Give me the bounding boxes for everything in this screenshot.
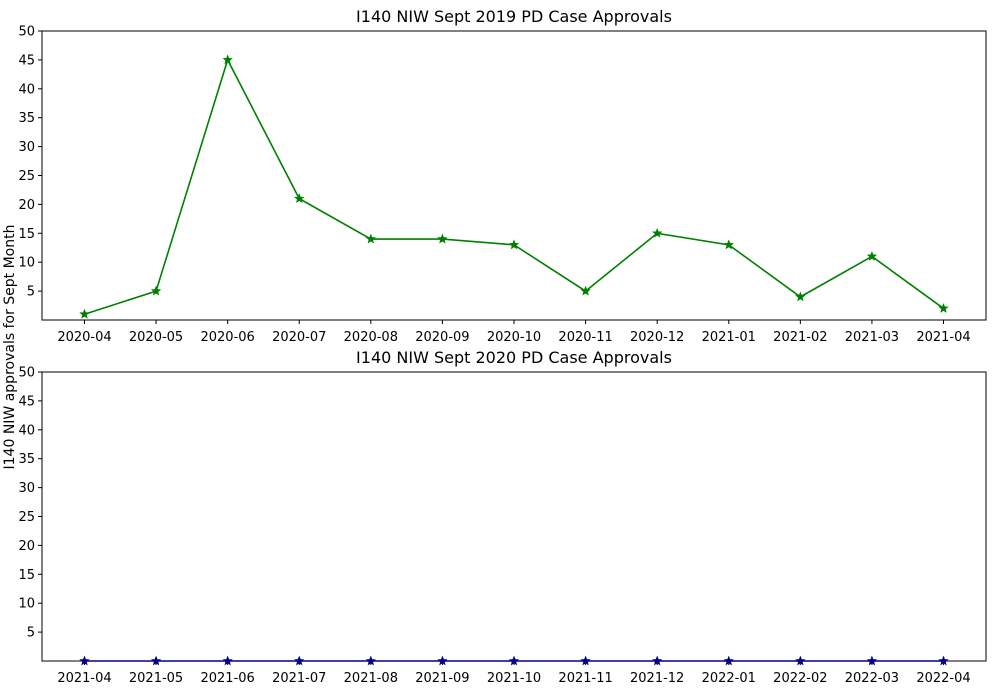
x-tick-label: 2021-05 <box>129 671 183 686</box>
data-point-star-marker <box>938 655 949 666</box>
data-point-star-marker <box>580 285 591 296</box>
data-point-star-marker <box>652 655 663 666</box>
y-tick-label: 35 <box>18 111 35 126</box>
x-tick-label: 2021-11 <box>558 671 612 686</box>
y-tick-label: 25 <box>18 169 35 184</box>
y-tick-label: 35 <box>18 452 35 467</box>
data-point-star-marker <box>222 655 233 666</box>
data-point-star-marker <box>150 285 162 296</box>
data-point-star-marker <box>508 655 520 666</box>
figure-y-axis-label: I140 NIW approvals for Sept Month <box>2 225 18 470</box>
x-tick-label: 2020-08 <box>344 330 398 345</box>
x-tick-label: 2021-04 <box>916 330 970 345</box>
data-point-star-marker <box>866 655 878 666</box>
x-tick-label: 2020-07 <box>272 330 326 345</box>
plot-frame <box>41 30 987 321</box>
data-point-star-marker <box>723 239 734 250</box>
y-tick-label: 15 <box>18 227 35 242</box>
data-point-star-marker <box>294 193 305 204</box>
data-point-star-marker <box>795 655 806 666</box>
x-tick-label: 2020-04 <box>57 330 111 345</box>
chart-panel-1: I140 NIW Sept 2019 PD Case Approvals 5 10 1… <box>18 7 987 345</box>
x-tick-label: 2021-08 <box>344 671 398 686</box>
y-tick-label: 20 <box>18 539 35 554</box>
y-tick-label: 50 <box>18 25 35 40</box>
data-point-star-marker <box>222 54 233 65</box>
data-point-star-marker <box>79 308 90 319</box>
y-tick-label: 45 <box>18 394 35 409</box>
data-point-star-marker <box>365 233 376 244</box>
x-tick-label: 2020-06 <box>200 330 254 345</box>
data-point-star-marker <box>580 655 591 666</box>
chart-panel-2: I140 NIW Sept 2020 PD Case Approvals 5 10 1… <box>18 348 987 686</box>
x-tick-label: 2022-04 <box>916 671 970 686</box>
chart-title: I140 NIW Sept 2019 PD Case Approvals <box>356 7 672 26</box>
y-tick-label: 15 <box>18 568 35 583</box>
x-tick-label: 2022-03 <box>845 671 899 686</box>
data-point-star-marker <box>723 655 734 666</box>
x-tick-label: 2021-02 <box>773 330 827 345</box>
data-point-star-marker <box>795 291 806 302</box>
y-tick-label: 25 <box>18 510 35 525</box>
x-tick-label: 2022-02 <box>773 671 827 686</box>
x-tick-label: 2020-12 <box>630 330 684 345</box>
data-point-star-marker <box>652 227 663 238</box>
x-tick-label: 2021-01 <box>702 330 756 345</box>
x-tick-label: 2021-10 <box>487 671 541 686</box>
y-tick-label: 30 <box>18 140 35 155</box>
chart-title: I140 NIW Sept 2020 PD Case Approvals <box>356 348 672 367</box>
y-tick-label: 45 <box>18 53 35 68</box>
y-tick-label: 40 <box>18 82 35 97</box>
series-line <box>84 57 944 315</box>
x-tick-label: 2021-06 <box>200 671 254 686</box>
y-tick-label: 10 <box>18 256 35 271</box>
data-point-star-marker <box>294 655 305 666</box>
data-point-star-marker <box>79 655 90 666</box>
x-tick-label: 2021-07 <box>272 671 326 686</box>
y-tick-label: 30 <box>18 481 35 496</box>
data-point-star-marker <box>437 233 448 244</box>
x-tick-label: 2021-03 <box>845 330 899 345</box>
x-tick-label: 2020-11 <box>558 330 612 345</box>
x-tick-label: 2020-05 <box>129 330 183 345</box>
plot-frame <box>41 371 987 662</box>
data-point-star-marker <box>938 303 949 313</box>
data-point-star-marker <box>365 655 376 666</box>
y-tick-label: 5 <box>27 285 35 300</box>
y-tick-label: 5 <box>27 626 35 641</box>
y-tick-label: 50 <box>18 366 35 381</box>
y-tick-label: 10 <box>18 597 35 612</box>
x-tick-label: 2021-12 <box>630 671 684 686</box>
x-tick-label: 2020-10 <box>487 330 541 345</box>
y-tick-label: 20 <box>18 198 35 213</box>
data-point-star-marker <box>437 655 448 666</box>
x-tick-label: 2021-04 <box>57 671 111 686</box>
y-tick-label: 40 <box>18 423 35 438</box>
data-point-star-marker <box>150 655 162 666</box>
x-tick-label: 2020-09 <box>415 330 469 345</box>
x-tick-label: 2022-01 <box>702 671 756 686</box>
x-tick-label: 2021-09 <box>415 671 469 686</box>
data-point-star-marker <box>866 251 878 261</box>
data-point-star-marker <box>508 239 520 250</box>
